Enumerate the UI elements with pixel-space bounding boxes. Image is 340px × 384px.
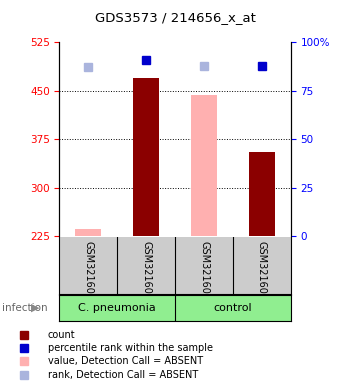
- Text: GDS3573 / 214656_x_at: GDS3573 / 214656_x_at: [95, 11, 256, 24]
- Text: C. pneumonia: C. pneumonia: [79, 303, 156, 313]
- Text: infection: infection: [2, 303, 47, 313]
- Text: rank, Detection Call = ABSENT: rank, Detection Call = ABSENT: [48, 369, 198, 380]
- Bar: [191, 95, 217, 236]
- Text: GSM321606: GSM321606: [257, 242, 267, 300]
- Text: control: control: [214, 303, 252, 313]
- Bar: [59, 295, 175, 321]
- Bar: [75, 229, 101, 236]
- Text: percentile rank within the sample: percentile rank within the sample: [48, 343, 212, 353]
- Text: count: count: [48, 329, 75, 339]
- Bar: [175, 295, 291, 321]
- Bar: [249, 152, 275, 236]
- Text: ▶: ▶: [31, 303, 40, 313]
- Bar: [133, 78, 159, 236]
- Text: value, Detection Call = ABSENT: value, Detection Call = ABSENT: [48, 356, 203, 366]
- Text: GSM321608: GSM321608: [141, 242, 151, 300]
- Text: GSM321605: GSM321605: [199, 242, 209, 301]
- Text: GSM321607: GSM321607: [83, 242, 94, 301]
